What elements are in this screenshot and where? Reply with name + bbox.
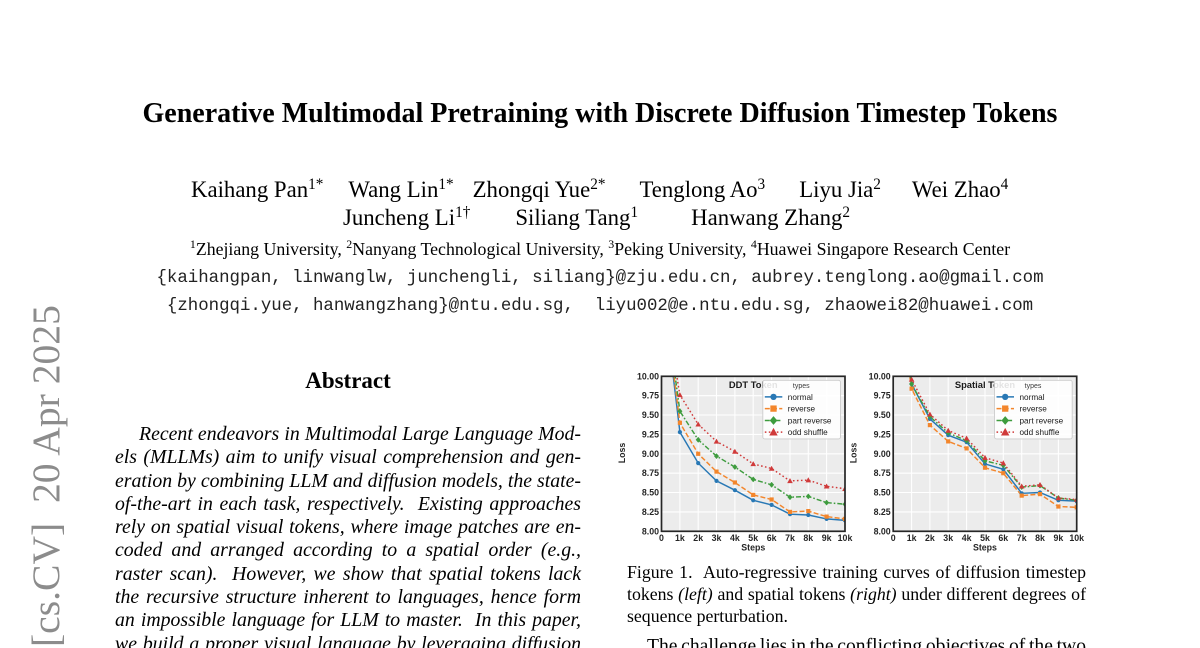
svg-text:1k: 1k (907, 533, 917, 543)
svg-text:8.25: 8.25 (642, 507, 659, 517)
svg-text:odd shuffle: odd shuffle (788, 428, 828, 437)
svg-text:2k: 2k (925, 533, 935, 543)
svg-text:part reverse: part reverse (788, 417, 832, 426)
svg-text:8.00: 8.00 (874, 526, 891, 536)
svg-text:9k: 9k (1054, 533, 1064, 543)
svg-text:8.25: 8.25 (874, 507, 891, 517)
svg-text:8k: 8k (803, 533, 813, 543)
svg-text:9.00: 9.00 (874, 449, 891, 459)
svg-text:9.25: 9.25 (874, 429, 891, 439)
svg-text:4k: 4k (730, 533, 740, 543)
svg-text:10.00: 10.00 (637, 371, 659, 381)
svg-text:reverse: reverse (1020, 405, 1048, 414)
svg-text:8.75: 8.75 (642, 468, 659, 478)
svg-text:9.25: 9.25 (642, 429, 659, 439)
svg-text:9.50: 9.50 (874, 410, 891, 420)
svg-text:Loss: Loss (617, 443, 627, 464)
svg-text:9k: 9k (822, 533, 832, 543)
svg-text:10.00: 10.00 (869, 371, 891, 381)
svg-text:5k: 5k (980, 533, 990, 543)
svg-text:8.50: 8.50 (874, 488, 891, 498)
svg-text:3k: 3k (712, 533, 722, 543)
svg-text:10k: 10k (838, 533, 853, 543)
svg-text:6k: 6k (998, 533, 1008, 543)
svg-text:part reverse: part reverse (1020, 417, 1064, 426)
svg-text:6k: 6k (767, 533, 777, 543)
svg-text:Steps: Steps (973, 543, 997, 553)
svg-text:9.75: 9.75 (874, 391, 891, 401)
svg-text:8.00: 8.00 (642, 526, 659, 536)
svg-text:Steps: Steps (741, 543, 765, 553)
svg-text:0: 0 (659, 533, 664, 543)
svg-text:4k: 4k (962, 533, 972, 543)
svg-text:types: types (793, 383, 810, 390)
svg-text:5k: 5k (748, 533, 758, 543)
svg-text:7k: 7k (785, 533, 795, 543)
svg-text:1k: 1k (675, 533, 685, 543)
svg-text:7k: 7k (1017, 533, 1027, 543)
svg-text:8k: 8k (1035, 533, 1045, 543)
svg-text:0: 0 (891, 533, 896, 543)
svg-text:3k: 3k (943, 533, 953, 543)
svg-text:Spatial Token: Spatial Token (955, 379, 1016, 390)
svg-text:8.75: 8.75 (874, 468, 891, 478)
svg-text:8.50: 8.50 (642, 488, 659, 498)
svg-text:normal: normal (1020, 393, 1045, 402)
svg-text:10k: 10k (1069, 533, 1084, 543)
svg-text:DDT Token: DDT Token (729, 379, 778, 390)
svg-text:2k: 2k (693, 533, 703, 543)
svg-text:9.75: 9.75 (642, 391, 659, 401)
svg-text:Loss: Loss (849, 443, 859, 464)
svg-text:reverse: reverse (788, 405, 816, 414)
svg-text:9.50: 9.50 (642, 410, 659, 420)
svg-text:normal: normal (788, 393, 813, 402)
svg-text:odd shuffle: odd shuffle (1020, 428, 1060, 437)
svg-text:types: types (1025, 383, 1042, 390)
svg-text:9.00: 9.00 (642, 449, 659, 459)
